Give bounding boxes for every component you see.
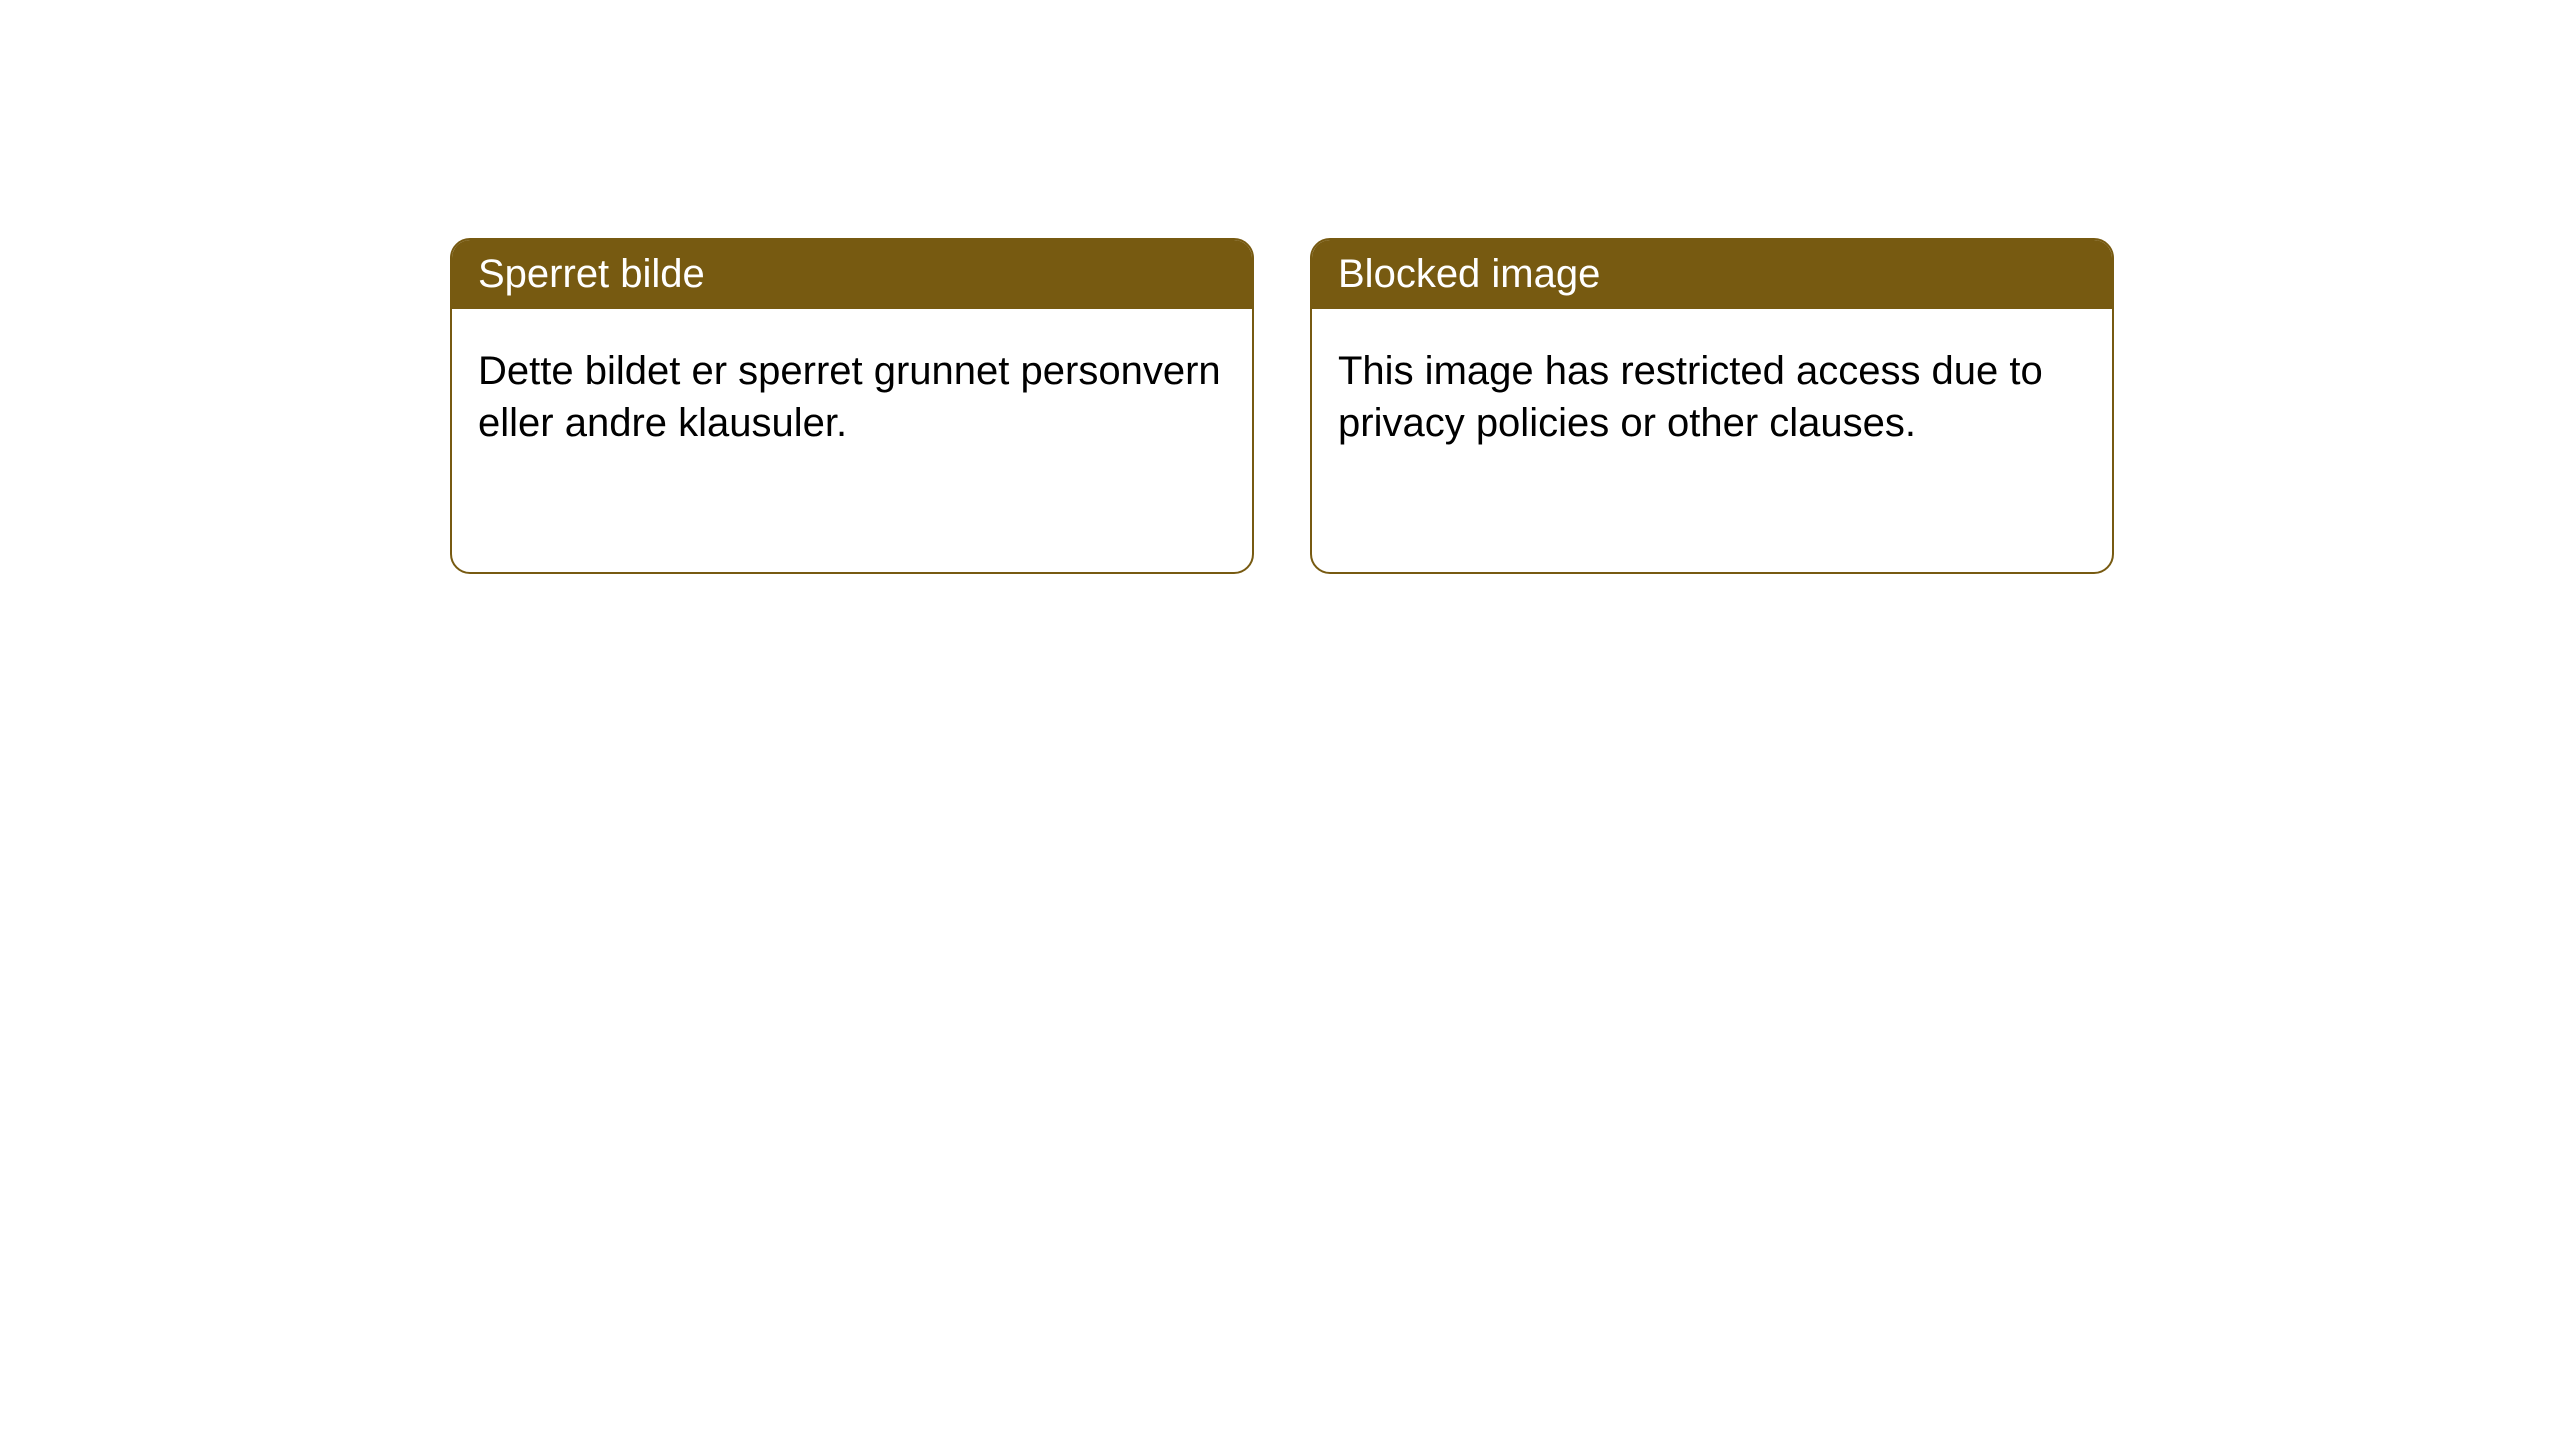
card-header-en: Blocked image bbox=[1312, 240, 2112, 309]
blocked-image-card-no: Sperret bilde Dette bildet er sperret gr… bbox=[450, 238, 1254, 574]
card-header-no: Sperret bilde bbox=[452, 240, 1252, 309]
card-body-no: Dette bildet er sperret grunnet personve… bbox=[452, 309, 1252, 485]
card-body-en: This image has restricted access due to … bbox=[1312, 309, 2112, 485]
cards-container: Sperret bilde Dette bildet er sperret gr… bbox=[0, 0, 2560, 574]
blocked-image-card-en: Blocked image This image has restricted … bbox=[1310, 238, 2114, 574]
